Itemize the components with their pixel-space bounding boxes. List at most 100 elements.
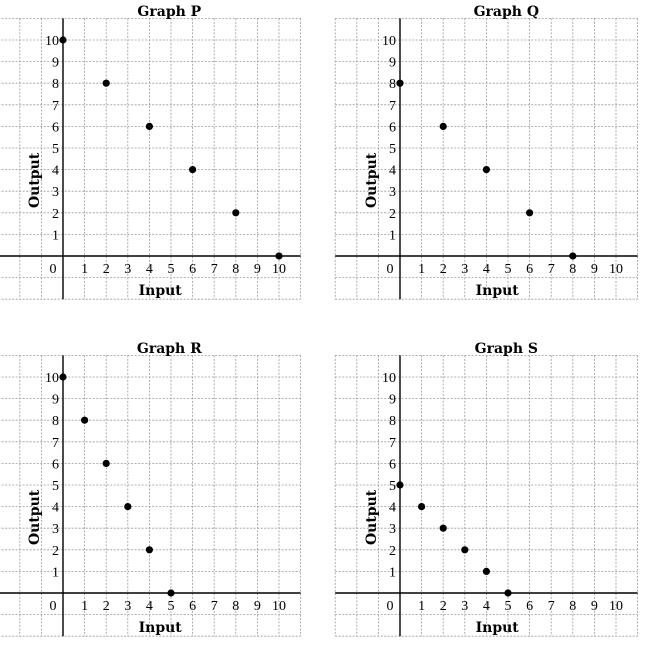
data-point <box>461 546 469 554</box>
y-tick-label: 6 <box>389 120 396 135</box>
x-tick-label: 10 <box>272 599 286 614</box>
y-tick-label: 1 <box>389 228 396 243</box>
data-point <box>81 416 89 424</box>
y-tick-label: 3 <box>52 185 59 200</box>
chart-title: Graph P <box>137 4 201 20</box>
x-tick-label: 3 <box>124 262 131 277</box>
data-point <box>396 481 404 489</box>
grid <box>334 17 638 300</box>
y-axis-label: Output <box>27 489 43 545</box>
x-tick-label: 7 <box>548 599 555 614</box>
y-tick-label: 4 <box>389 501 396 516</box>
y-tick-label: 7 <box>389 99 396 114</box>
data-point <box>189 166 197 174</box>
data-point <box>482 567 490 576</box>
grid <box>334 354 638 637</box>
x-tick-label: 6 <box>189 262 196 277</box>
x-tick-label: 1 <box>418 599 425 614</box>
x-tick-label: 8 <box>232 599 239 614</box>
x-tick-label: 4 <box>483 599 490 614</box>
x-tick-label: 3 <box>461 262 468 277</box>
x-tick-label: 9 <box>254 262 261 277</box>
y-axis-label: Output <box>364 152 380 208</box>
x-tick-label: 5 <box>505 599 512 614</box>
x-tick-label: 1 <box>81 599 88 614</box>
x-tick-label: 8 <box>232 262 239 277</box>
x-tick-label: 8 <box>569 599 576 614</box>
x-tick-label: 4 <box>483 262 490 277</box>
y-tick-label: 10 <box>45 371 59 386</box>
x-tick-label: 6 <box>189 599 196 614</box>
data-point <box>504 589 512 597</box>
y-tick-label: 6 <box>52 120 59 135</box>
x-tick-label: 4 <box>146 262 153 277</box>
y-tick-label: 9 <box>52 393 59 408</box>
y-tick-label: 10 <box>45 34 59 49</box>
x-tick-label: 6 <box>526 262 533 277</box>
x-tick-label: 2 <box>103 599 110 614</box>
origin-label: 0 <box>50 262 57 277</box>
data-point <box>232 209 240 217</box>
x-tick-label: 7 <box>548 262 555 277</box>
x-tick-label: 1 <box>418 262 425 277</box>
y-tick-label: 5 <box>389 142 396 157</box>
x-axis-label: Input <box>139 620 183 636</box>
y-tick-label: 10 <box>382 371 396 386</box>
y-tick-label: 4 <box>52 501 59 516</box>
y-tick-label: 5 <box>52 142 59 157</box>
y-tick-label: 1 <box>52 228 59 243</box>
data-point <box>439 524 447 532</box>
y-tick-label: 5 <box>52 479 59 494</box>
data-point <box>526 209 534 217</box>
y-tick-label: 3 <box>389 185 396 200</box>
y-tick-label: 3 <box>52 522 59 537</box>
data-point <box>275 252 283 260</box>
y-tick-label: 5 <box>389 479 396 494</box>
x-tick-label: 5 <box>168 599 175 614</box>
grid <box>0 354 302 637</box>
y-tick-label: 2 <box>52 207 59 222</box>
x-tick-label: 10 <box>609 599 623 614</box>
data-point <box>439 122 447 130</box>
x-tick-label: 1 <box>81 262 88 277</box>
x-tick-label: 9 <box>591 262 598 277</box>
data-point <box>167 589 175 597</box>
x-tick-label: 7 <box>211 262 218 277</box>
origin-label: 0 <box>387 262 394 277</box>
origin-label: 0 <box>50 599 57 614</box>
x-axis-label: Input <box>476 620 520 636</box>
chart-title: Graph Q <box>474 4 539 20</box>
y-tick-label: 1 <box>389 565 396 580</box>
chart-title: Graph S <box>475 341 538 357</box>
y-tick-label: 1 <box>52 565 59 580</box>
x-tick-label: 5 <box>505 262 512 277</box>
x-tick-label: 6 <box>526 599 533 614</box>
data-point <box>102 459 110 467</box>
y-tick-label: 8 <box>52 77 59 92</box>
x-axis-label: Input <box>139 283 183 299</box>
y-tick-label: 2 <box>389 544 396 559</box>
x-tick-label: 4 <box>146 599 153 614</box>
x-tick-label: 5 <box>168 262 175 277</box>
data-point <box>418 503 426 511</box>
grid <box>0 17 302 300</box>
data-point <box>145 546 153 554</box>
x-tick-label: 2 <box>440 262 447 277</box>
x-axis-label: Input <box>476 283 520 299</box>
x-tick-label: 10 <box>609 262 623 277</box>
y-tick-label: 3 <box>389 522 396 537</box>
data-point <box>59 373 67 381</box>
x-tick-label: 7 <box>211 599 218 614</box>
y-tick-label: 10 <box>382 34 396 49</box>
data-point <box>124 503 132 511</box>
x-tick-label: 3 <box>461 599 468 614</box>
y-tick-label: 6 <box>52 457 59 472</box>
y-tick-label: 9 <box>389 56 396 71</box>
y-tick-label: 4 <box>52 164 59 179</box>
y-tick-label: 2 <box>52 544 59 559</box>
